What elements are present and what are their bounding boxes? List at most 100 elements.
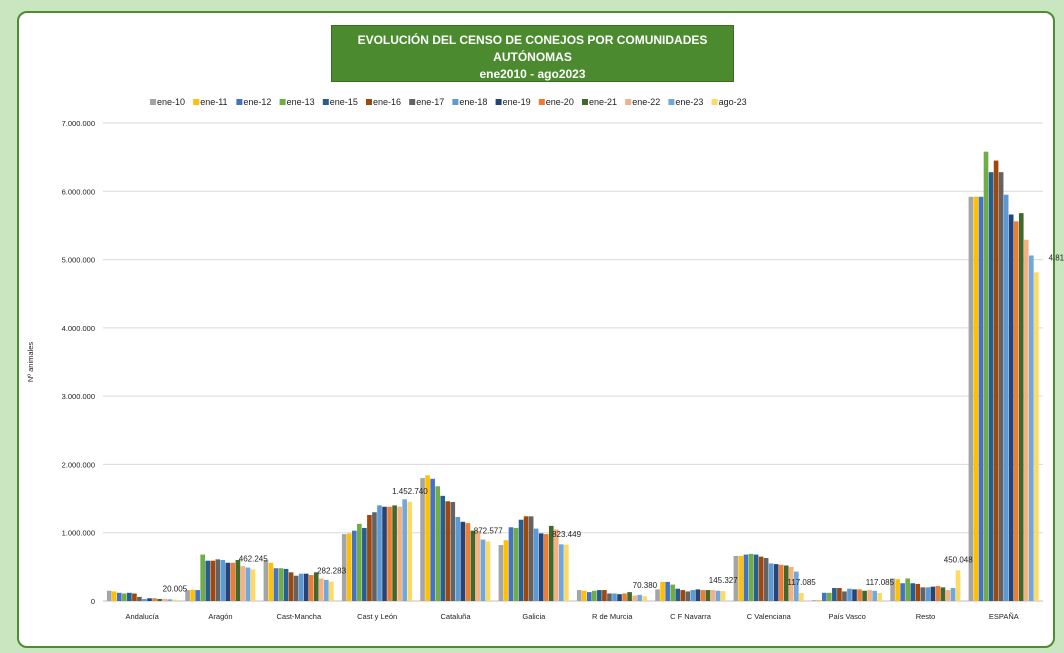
- bar-ene-12-2: [273, 568, 279, 601]
- data-label: 117.085: [866, 578, 895, 587]
- bar-ene-15-9: [832, 588, 837, 601]
- bar-ene-11-5: [503, 540, 509, 601]
- bar-ene-15-4: [440, 495, 446, 601]
- bar-ene-22-2: [318, 578, 324, 601]
- x-category-label: Aragón: [208, 612, 232, 621]
- y-axis-title: Nº animales: [26, 342, 35, 383]
- legend-label: ene-22: [632, 97, 660, 107]
- y-tick-label: 3.000.000: [62, 392, 95, 401]
- bar-ene-13-3: [357, 523, 362, 601]
- bar-ene-23-6: [637, 594, 642, 601]
- legend-label: ene-17: [416, 97, 444, 107]
- bar-ago-23-7: [720, 591, 726, 601]
- legend-label: ene-21: [589, 97, 617, 107]
- y-tick-label: 0: [91, 597, 95, 606]
- bar-ene-22-9: [867, 590, 872, 601]
- bar-ene-11-9: [816, 600, 822, 601]
- bar-ene-21-7: [705, 590, 711, 601]
- bar-ene-17-0: [137, 596, 142, 601]
- bar-ene-15-11: [988, 172, 994, 601]
- bar-ene-16-4: [445, 501, 451, 601]
- bar-ene-23-4: [480, 539, 486, 601]
- chart-title: EVOLUCIÓN DEL CENSO DE CONEJOS POR COMUN…: [357, 33, 708, 64]
- bar-ene-11-11: [973, 196, 979, 601]
- data-label: 145.327: [709, 576, 738, 585]
- bar-ene-11-4: [425, 475, 430, 601]
- legend-swatch-ene-10: [150, 99, 156, 105]
- bar-ene-11-6: [581, 590, 587, 601]
- bar-ene-17-3: [372, 512, 377, 601]
- x-category-label: ESPAÑA: [989, 612, 1019, 621]
- bar-ene-12-9: [821, 592, 827, 601]
- legend-swatch-ene-18: [452, 99, 459, 105]
- bar-ene-12-0: [116, 592, 122, 601]
- bar-ene-20-9: [857, 589, 862, 601]
- bar-ene-18-8: [768, 563, 774, 601]
- bar-ene-20-3: [387, 506, 392, 601]
- bar-ene-22-8: [788, 566, 794, 601]
- bar-ene-15-6: [597, 590, 602, 601]
- bar-ene-17-11: [998, 172, 1004, 601]
- bar-ene-18-5: [533, 528, 539, 601]
- bar-ene-18-4: [455, 517, 461, 601]
- bar-ene-23-1: [245, 567, 251, 601]
- bar-ene-10-2: [263, 560, 269, 601]
- bar-ene-23-5: [559, 544, 564, 601]
- bar-ago-23-5: [564, 544, 569, 601]
- bar-ene-23-10: [950, 588, 956, 601]
- bar-ene-16-8: [758, 556, 764, 601]
- legend-swatch-ene-13: [279, 99, 286, 105]
- bar-ene-13-9: [827, 592, 832, 601]
- bar-ene-23-2: [324, 579, 329, 601]
- bar-ene-11-1: [190, 589, 195, 601]
- legend-swatch-ene-22: [625, 99, 632, 105]
- bar-ene-13-1: [200, 554, 205, 601]
- bar-ene-16-11: [993, 160, 999, 602]
- bar-ene-21-0: [157, 598, 162, 601]
- x-category-label: Cataluña: [440, 612, 471, 621]
- data-label: 20.005: [163, 585, 188, 594]
- bar-ago-23-0: [172, 599, 178, 601]
- legend-swatch-ene-21: [582, 99, 588, 105]
- x-category-label: Cast y León: [357, 612, 397, 621]
- bar-ene-19-6: [617, 594, 622, 601]
- data-label: 450.048: [944, 555, 973, 564]
- bar-ene-17-1: [215, 559, 221, 601]
- bar-ene-22-3: [397, 506, 402, 601]
- chart-subtitle: ene2010 - ago2023: [479, 67, 586, 81]
- legend-swatch-ene-12: [236, 99, 243, 105]
- bar-ene-19-8: [773, 564, 779, 601]
- bar-ene-12-10: [900, 583, 905, 601]
- legend-label: ene-10: [157, 97, 185, 107]
- bar-ene-12-6: [586, 592, 592, 601]
- bar-ene-21-6: [627, 592, 632, 601]
- bar-ene-20-2: [308, 575, 314, 601]
- bar-ene-11-0: [111, 591, 117, 601]
- bar-ene-15-10: [910, 583, 916, 601]
- bar-ene-13-6: [592, 590, 597, 601]
- legend-label: ene-15: [330, 97, 358, 107]
- legend-label: ene-13: [287, 97, 315, 107]
- bar-ene-19-7: [695, 589, 701, 601]
- bar-ene-16-10: [915, 583, 921, 601]
- bar-ene-13-10: [905, 578, 910, 601]
- bar-ene-22-7: [710, 590, 716, 601]
- bar-ene-13-4: [435, 486, 440, 601]
- bar-ene-16-0: [132, 593, 137, 601]
- bar-ene-20-6: [622, 593, 627, 601]
- bar-ene-20-7: [700, 590, 706, 601]
- legend-label: ene-23: [675, 97, 703, 107]
- legend-swatch-ene-23: [668, 99, 675, 105]
- data-label: 823.449: [552, 530, 581, 539]
- data-label: 117.085: [787, 578, 816, 587]
- bar-ene-15-7: [675, 588, 681, 601]
- bar-ene-11-7: [660, 581, 665, 601]
- bar-ago-23-4: [485, 541, 491, 601]
- bar-ene-17-2: [293, 575, 299, 601]
- bar-ene-12-5: [508, 527, 514, 601]
- legend-swatch-ago-23: [711, 99, 718, 105]
- bar-ene-20-0: [152, 598, 157, 601]
- x-category-label: Cast-Mancha: [277, 612, 322, 621]
- bar-ene-23-0: [167, 599, 172, 601]
- bar-ene-16-2: [288, 572, 294, 601]
